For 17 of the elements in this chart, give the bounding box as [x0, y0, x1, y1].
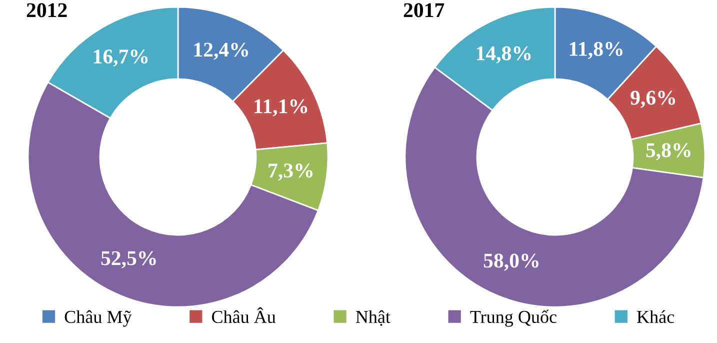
legend-label: Châu Âu [212, 307, 276, 324]
legend-label: Châu Mỹ [64, 310, 132, 327]
data-label: 12,4% [194, 42, 248, 60]
data-label: 52,5% [101, 251, 156, 268]
data-label: 11,8% [570, 42, 622, 59]
data-label: 58,0% [484, 254, 538, 271]
data-label: 5,8% [646, 143, 690, 160]
data-label: 7,3% [268, 164, 312, 181]
legend-label: Nhật [356, 310, 390, 326]
chart-title: 2017 [404, 3, 444, 18]
data-label: 9,6% [630, 90, 675, 108]
chart-title: 2012 [26, 3, 67, 18]
legend-label: Khác [637, 310, 674, 324]
data-label: 14,8% [476, 46, 531, 64]
data-label: 11,1% [254, 99, 308, 116]
legend-label: Trung Quốc [470, 310, 556, 327]
data-label: 16,7% [94, 49, 148, 67]
